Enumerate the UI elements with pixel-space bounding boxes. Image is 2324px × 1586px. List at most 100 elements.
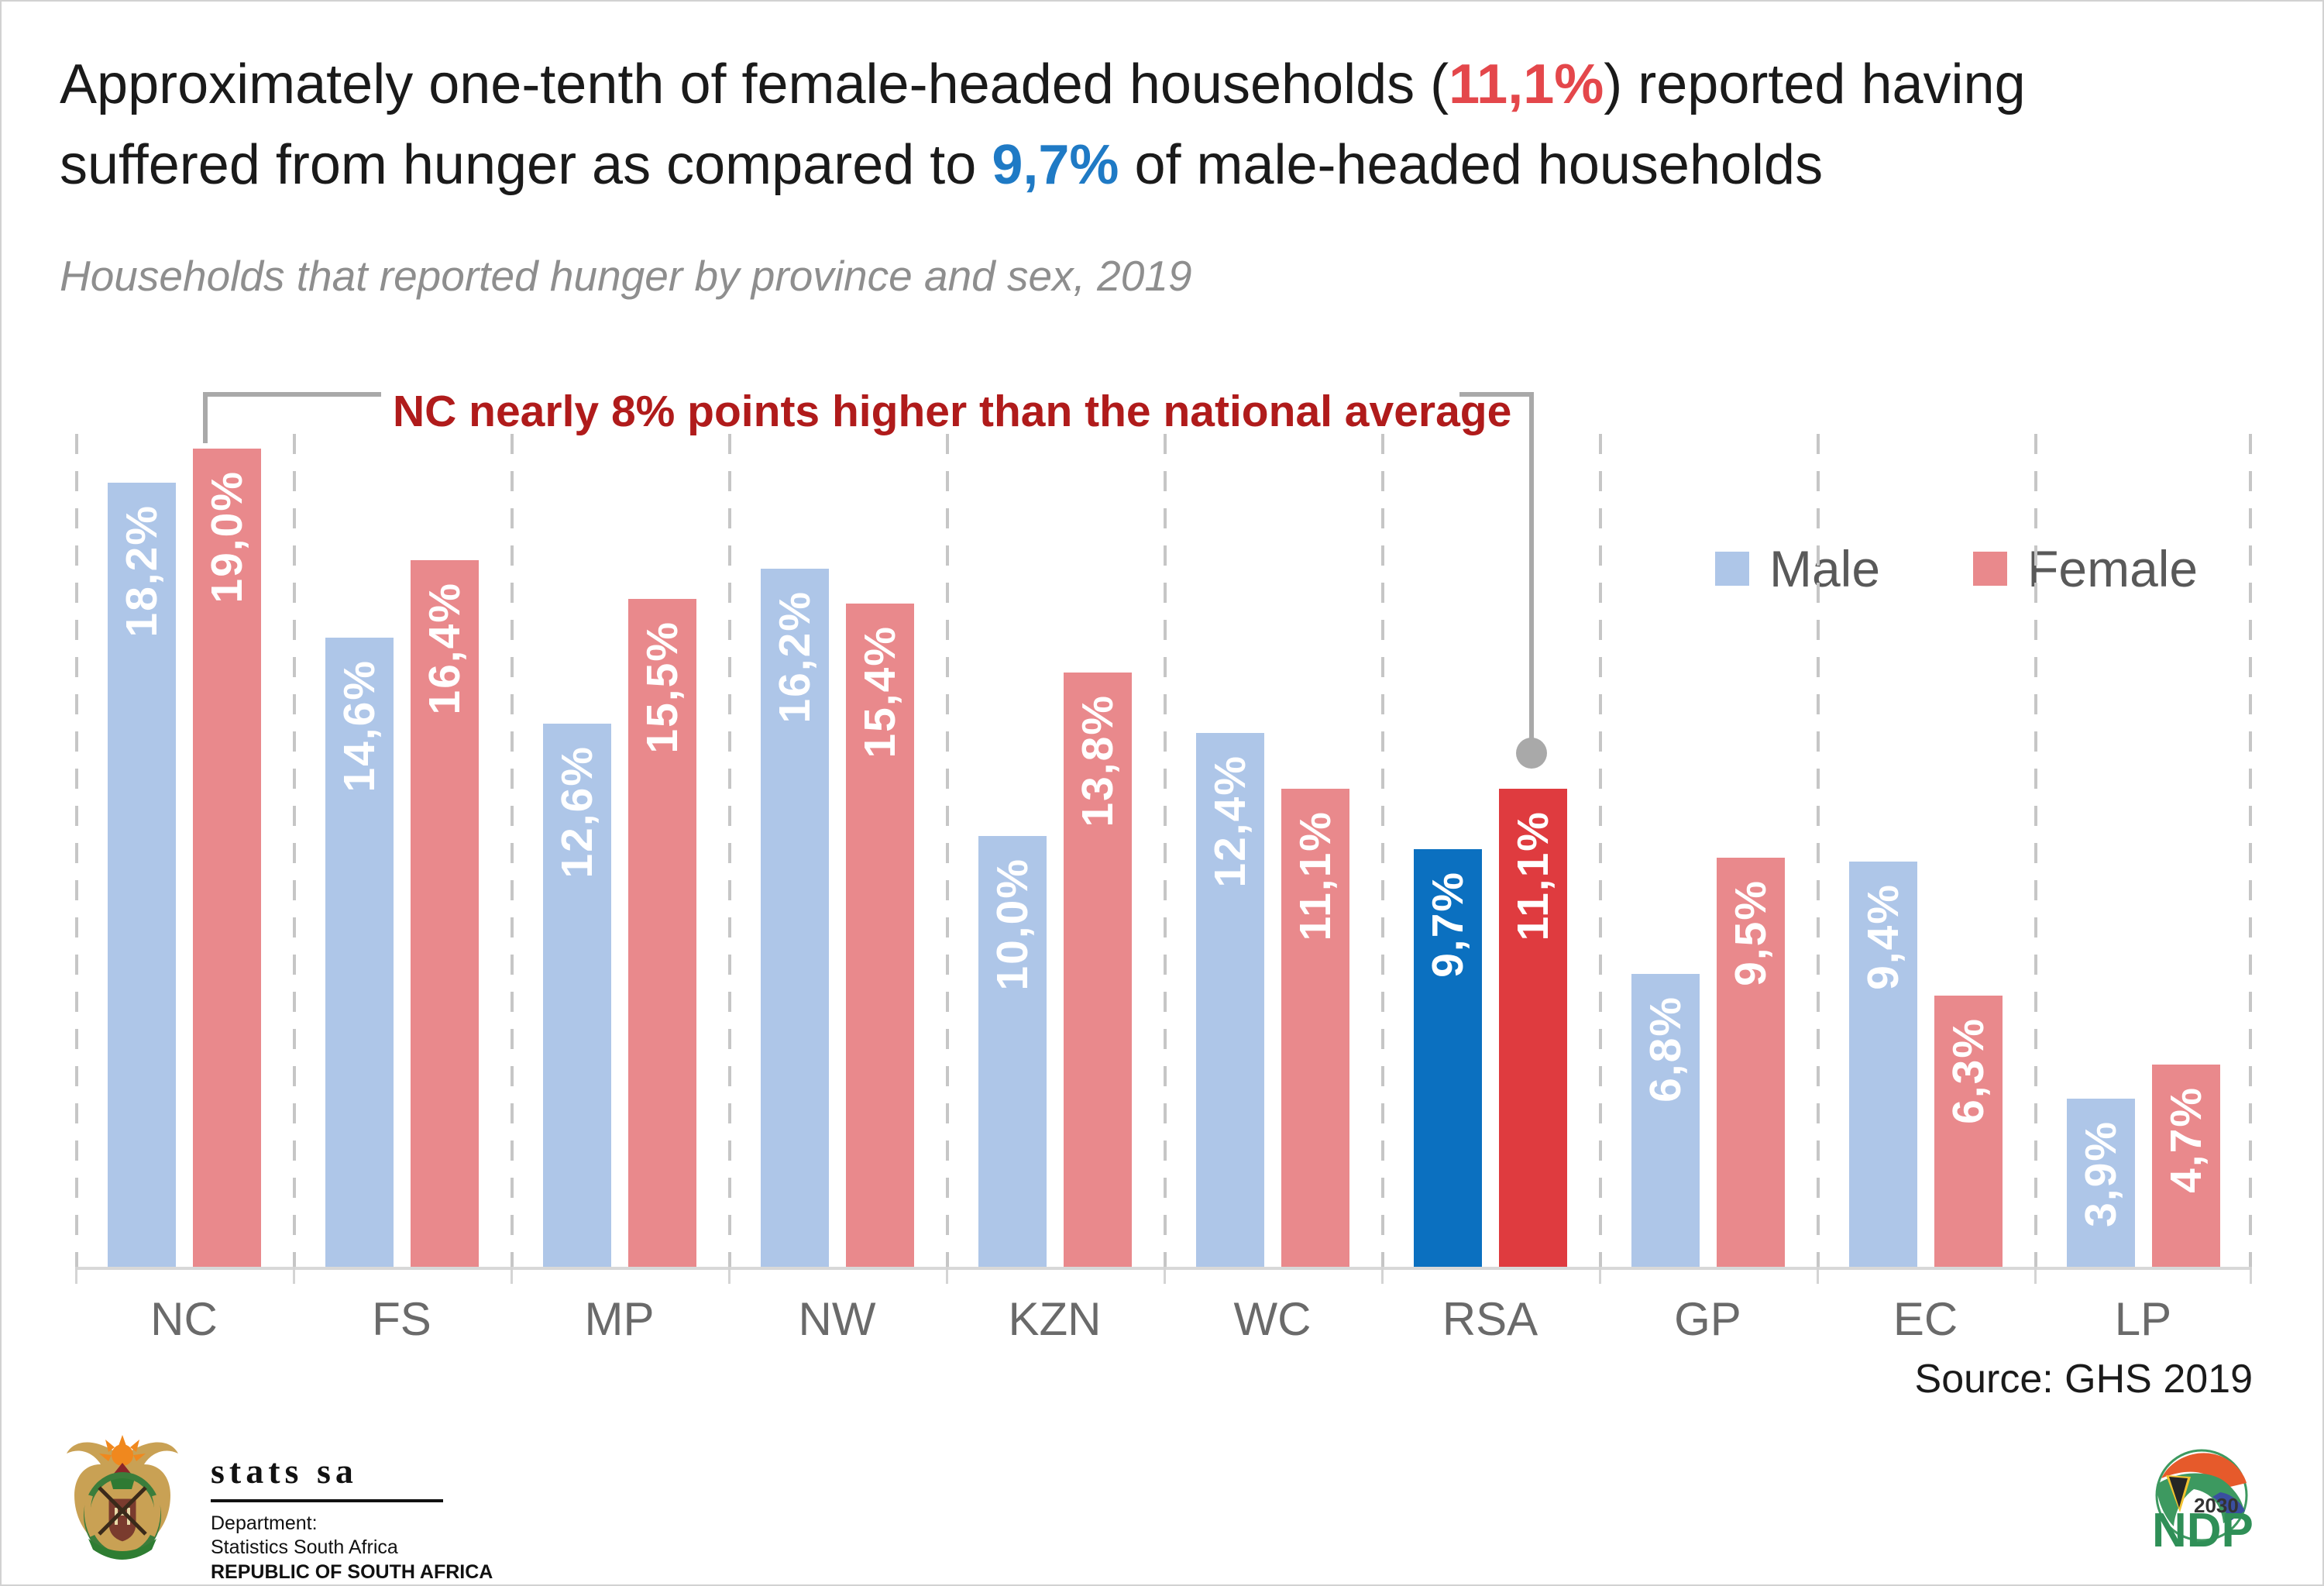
vertical-gridline [2249, 434, 2252, 1267]
annotation-connector-right-horizontal [1459, 392, 1534, 397]
axis-tick [293, 1267, 295, 1284]
vertical-gridline [946, 434, 949, 1267]
bar-value-label: 9,5% [1725, 879, 1776, 986]
bar-value-label: 4,7% [2161, 1086, 2211, 1193]
bar-group-nw: 16,2% 15,4% [728, 434, 946, 1267]
bar-group-kzn: 10,0% 13,8% [946, 434, 1164, 1267]
female-bar-fs: 16,4% [410, 560, 479, 1267]
bar-value-label: 13,8% [1072, 694, 1122, 827]
male-bar-gp: 6,8% [1631, 974, 1700, 1267]
legend-item-male: Male [1715, 539, 1880, 598]
male-bar-lp: 3,9% [2066, 1099, 2135, 1267]
bar-value-label: 6,8% [1640, 996, 1690, 1103]
chart-legend: Male Female [1715, 539, 2198, 598]
statssa-wordmark: stats sa [211, 1451, 358, 1491]
bar-value-label: 14,6% [334, 659, 384, 793]
x-axis-label-ec: EC [1893, 1293, 1958, 1345]
axis-tick [946, 1267, 948, 1284]
bar-value-label: 9,4% [1858, 883, 1908, 990]
ndp-year-text: 2030 [2194, 1494, 2239, 1517]
bar-group-ec: 9,4% 6,3% [1817, 434, 2034, 1267]
vertical-gridline [1817, 434, 1820, 1267]
bar-value-label: 11,1% [1508, 810, 1558, 941]
bar-value-label: 6,3% [1943, 1017, 1993, 1124]
male-bar-nw: 16,2% [760, 569, 829, 1267]
female-bar-lp: 4,7% [2151, 1065, 2220, 1267]
legend-female-label: Female [2027, 540, 2199, 597]
annotation-connector-left-horizontal [203, 392, 381, 397]
male-bar-fs: 14,6% [325, 638, 394, 1267]
x-axis-label-fs: FS [372, 1293, 431, 1345]
bar-value-label: 12,4% [1205, 755, 1255, 888]
title-text-3: of male-headed households [1119, 134, 1824, 196]
axis-tick [728, 1267, 731, 1284]
bar-value-label: 15,5% [637, 621, 687, 754]
source-note: Source: GHS 2019 [1914, 1357, 2253, 1402]
chart-subtitle: Households that reported hunger by provi… [60, 252, 1192, 300]
bar-value-label: 12,6% [552, 745, 602, 879]
vertical-gridline [1599, 434, 1602, 1267]
female-bar-ec: 6,3% [1934, 996, 2003, 1267]
bar-group-gp: 6,8% 9,5% [1599, 434, 1817, 1267]
female-bar-mp: 15,5% [627, 599, 696, 1267]
x-axis-label-rsa: RSA [1442, 1293, 1538, 1345]
bar-group-fs: 14,6% 16,4% [293, 434, 511, 1267]
x-axis-label-lp: LP [2114, 1293, 2172, 1345]
vertical-gridline [293, 434, 296, 1267]
bar-value-label: 16,4% [419, 582, 469, 715]
male-bar-rsa: 9,7% [1413, 849, 1482, 1267]
axis-tick [2034, 1267, 2037, 1284]
bar-value-label: 11,1% [1290, 810, 1340, 941]
x-axis-label-wc: WC [1233, 1293, 1312, 1345]
title-male-value: 9,7% [992, 134, 1119, 196]
bar-value-label: 10,0% [987, 858, 1037, 991]
bar-group-nc: 18,2% 19,0% [75, 434, 293, 1267]
bar-value-label: 15,4% [854, 625, 905, 759]
annotation-connector-dot [1516, 738, 1547, 769]
statssa-divider [211, 1499, 443, 1502]
bar-value-label: 9,7% [1422, 871, 1473, 978]
title-text-2: ) reported having suffered from hunger a… [60, 53, 2026, 196]
axis-tick [75, 1267, 77, 1284]
x-axis-label-mp: MP [584, 1293, 655, 1345]
vertical-gridline [1381, 434, 1384, 1267]
male-swatch-icon [1715, 552, 1749, 586]
sa-coat-of-arms-icon [67, 1435, 178, 1560]
x-axis-label-kzn: KZN [1008, 1293, 1102, 1345]
title-text-1: Approximately one-tenth of female-headed… [60, 53, 1449, 115]
bar-value-label: 18,2% [116, 504, 167, 638]
vertical-gridline [728, 434, 731, 1267]
vertical-gridline [2034, 434, 2037, 1267]
annotation-connector-left-vertical [203, 392, 208, 443]
male-bar-mp: 12,6% [542, 724, 611, 1267]
bar-value-label: 19,0% [201, 470, 252, 604]
male-bar-kzn: 10,0% [978, 836, 1047, 1267]
bar-value-label: 16,2% [769, 590, 820, 724]
bar-group-lp: 3,9% 4,7% [2034, 434, 2252, 1267]
x-axis-label-nw: NW [798, 1293, 876, 1345]
bar-value-label: 3,9% [2075, 1120, 2126, 1227]
ndp-2030-icon: 2030 NDP [2152, 1449, 2254, 1557]
axis-tick [1381, 1267, 1384, 1284]
axis-tick [1817, 1267, 1819, 1284]
axis-tick [1599, 1267, 1601, 1284]
male-bar-wc: 12,4% [1195, 733, 1264, 1267]
statssa-dept-line2: Statistics South Africa [211, 1536, 398, 1558]
axis-tick [1164, 1267, 1166, 1284]
female-bar-wc: 11,1% [1281, 789, 1349, 1267]
annotation-connector-right-vertical [1529, 392, 1534, 747]
statssa-text-block: stats sa Department: Statistics South Af… [211, 1433, 493, 1584]
page-title: Approximately one-tenth of female-headed… [60, 44, 2236, 205]
vertical-gridline [75, 434, 78, 1267]
female-bar-nw: 15,4% [845, 604, 914, 1267]
ndp-name-text: NDP [2152, 1504, 2254, 1551]
female-bar-rsa: 11,1% [1498, 789, 1567, 1267]
vertical-gridline [1164, 434, 1167, 1267]
annotation-text: NC nearly 8% points higher than the nati… [393, 387, 1512, 436]
bar-group-mp: 12,6% 15,5% [511, 434, 728, 1267]
legend-male-label: Male [1769, 540, 1881, 597]
female-bar-kzn: 13,8% [1063, 673, 1132, 1267]
x-axis-label-gp: GP [1674, 1293, 1741, 1345]
male-bar-ec: 9,4% [1848, 862, 1917, 1267]
